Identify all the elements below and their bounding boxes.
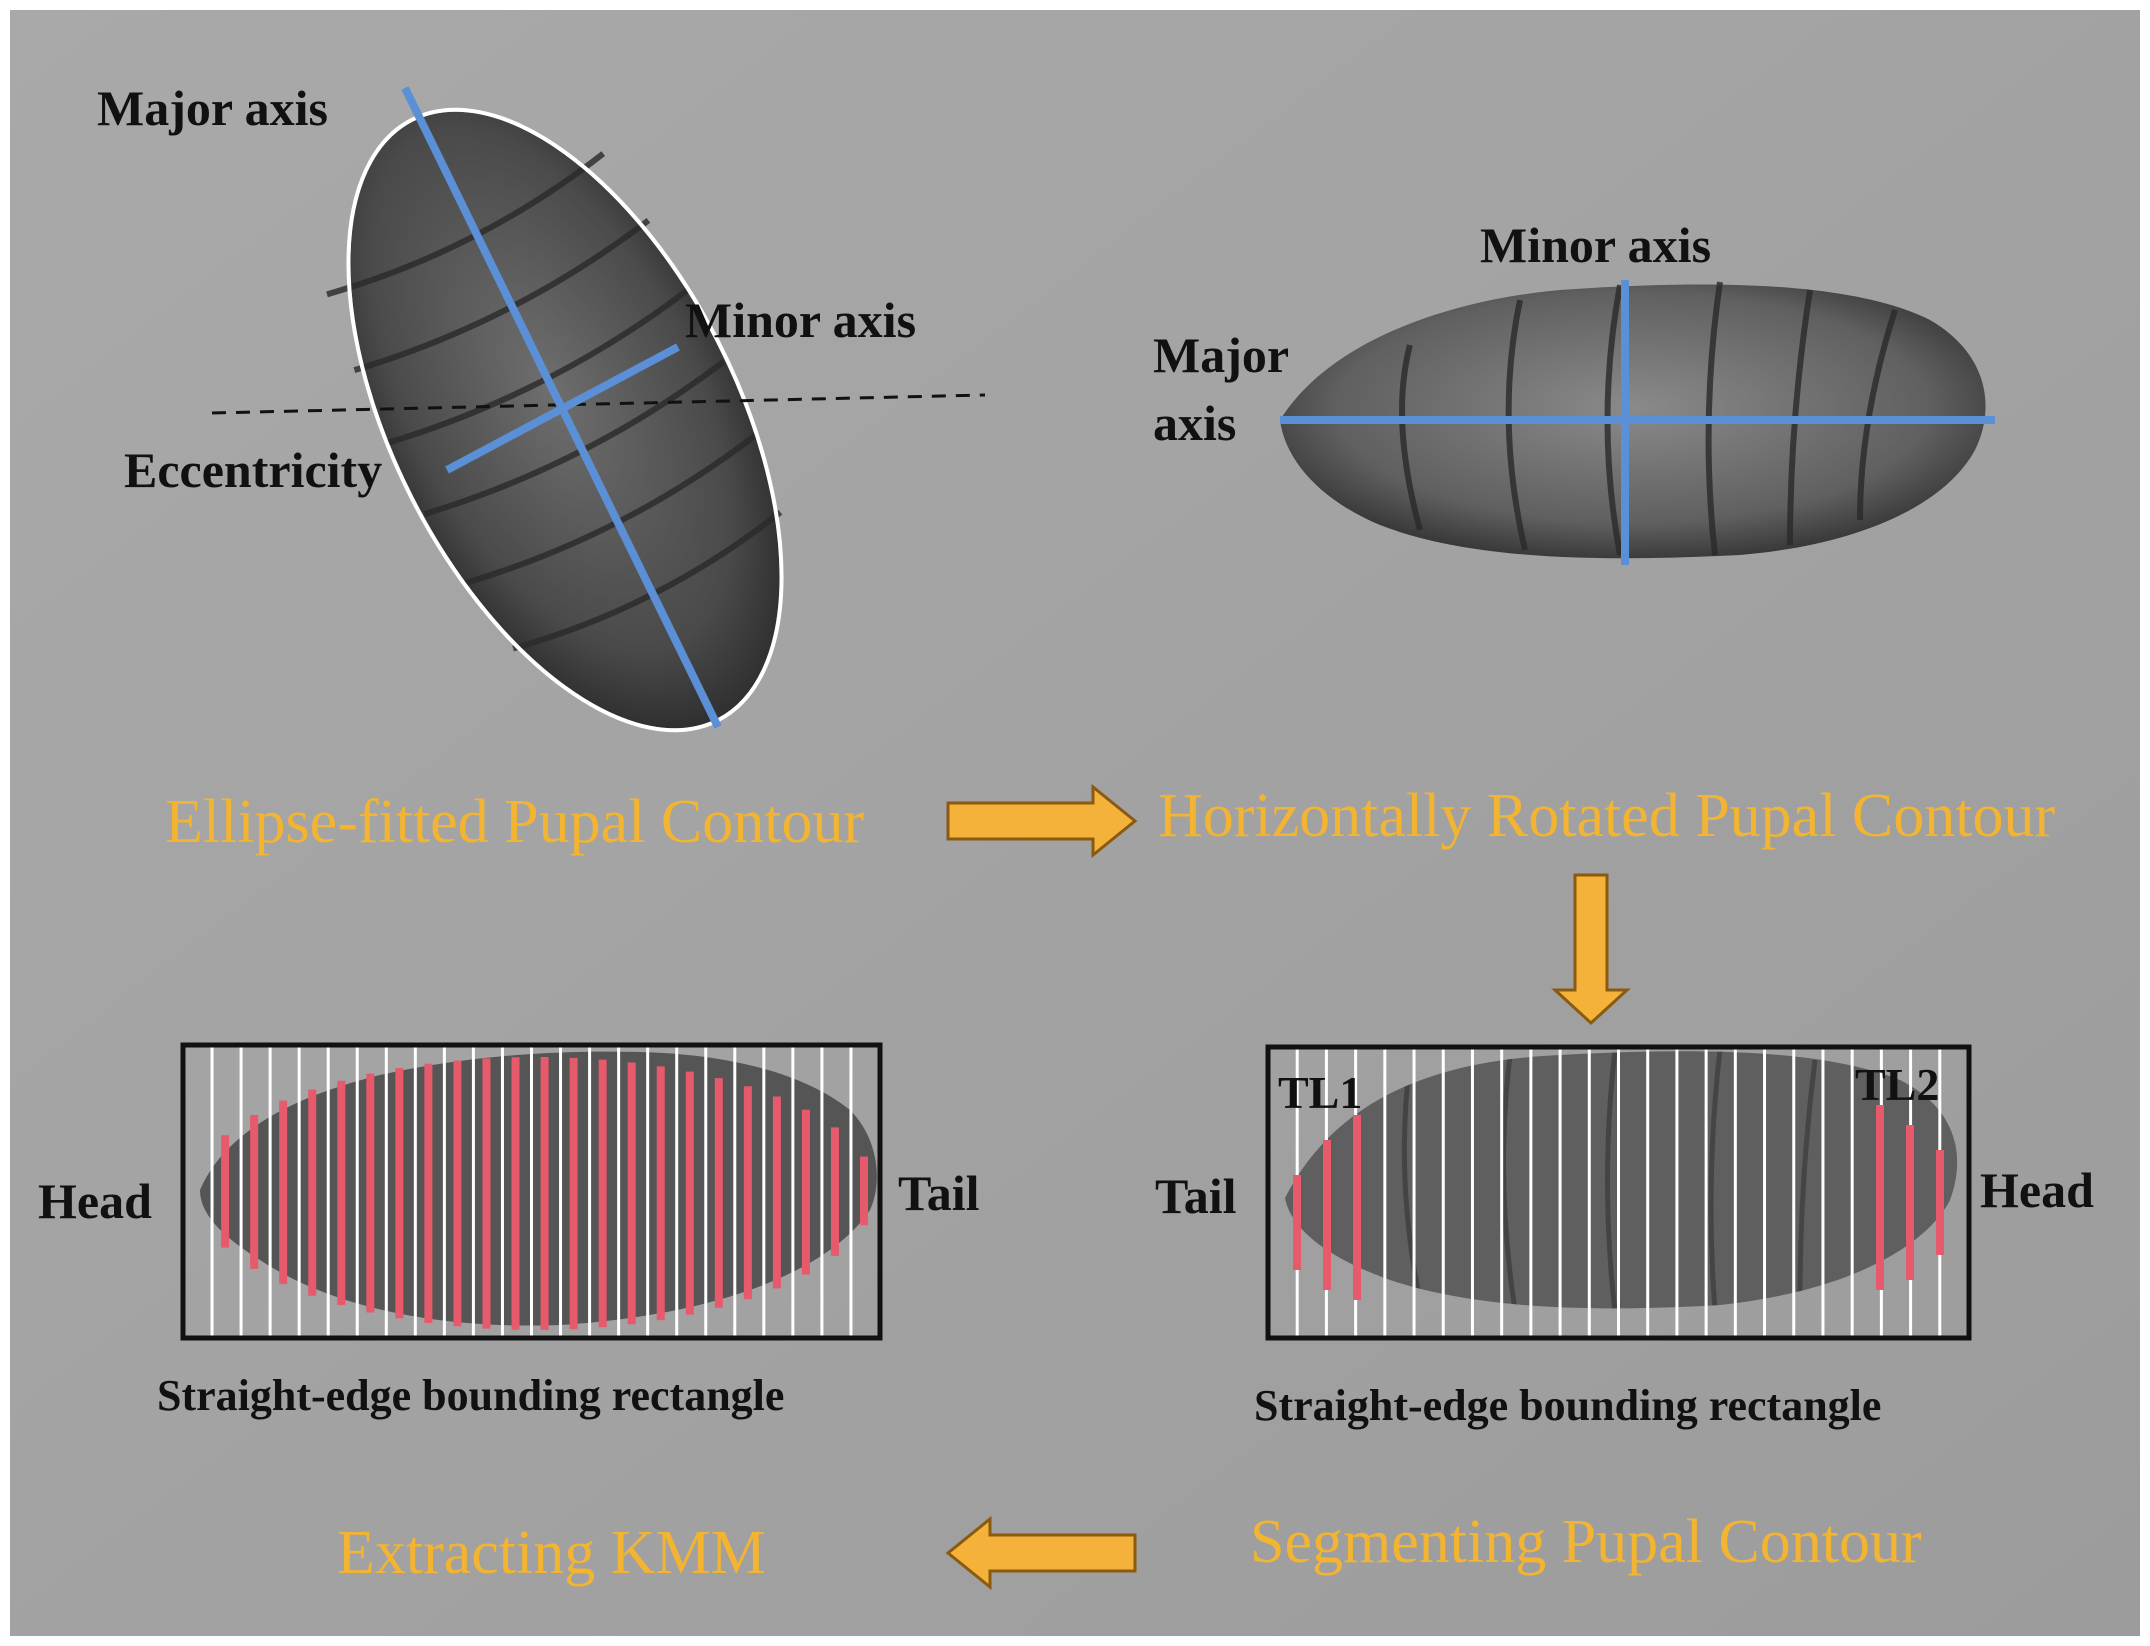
stage-label-ellipse-fitted: Ellipse-fitted Pupal Contour — [165, 788, 864, 856]
panel-segmenting: TL1 TL2 Tail Head Straight-edge bounding… — [1155, 1044, 2094, 1430]
bounding-rectangle — [1265, 1044, 1972, 1341]
panel-horizontally-rotated: Minor axis Major axis — [1153, 217, 1995, 565]
label-head: Head — [1980, 1162, 2094, 1218]
segment-lines — [210, 1045, 869, 1338]
eccentricity-line — [211, 393, 986, 415]
stage-label-horizontally-rotated: Horizontally Rotated Pupal Contour — [1158, 782, 2056, 850]
label-tl1: TL1 — [1278, 1067, 1362, 1118]
pupa-body — [1285, 1051, 1958, 1309]
arrow-right — [946, 783, 1138, 859]
label-major-axis-line2: axis — [1153, 395, 1236, 451]
stage-label-extracting-kmm: Extracting KMM — [337, 1519, 766, 1587]
label-tail: Tail — [1155, 1168, 1237, 1224]
label-tail: Tail — [898, 1165, 980, 1221]
arrow-left — [945, 1515, 1137, 1591]
bounding-rectangle — [180, 1042, 883, 1341]
bounding-rectangle-caption: Straight-edge bounding rectangle — [1254, 1381, 1881, 1430]
label-minor-axis: Minor axis — [685, 292, 916, 348]
bounding-rectangle-caption: Straight-edge bounding rectangle — [157, 1371, 784, 1420]
label-tl2: TL2 — [1855, 1059, 1939, 1110]
label-eccentricity: Eccentricity — [124, 442, 382, 498]
segment-lines — [1293, 1047, 1944, 1338]
arrow-down — [1551, 873, 1631, 1026]
label-major-axis-line1: Major — [1153, 327, 1289, 383]
label-minor-axis: Minor axis — [1480, 217, 1711, 273]
label-head: Head — [38, 1173, 152, 1229]
panel-ellipse-fitted: Major axis Minor axis Eccentricity — [97, 80, 986, 733]
stage-label-segmenting: Segmenting Pupal Contour — [1250, 1508, 1922, 1576]
minor-axis-line — [445, 343, 680, 474]
panel-extracting-kmm: Head Tail Straight-edge bounding rectang… — [38, 1042, 980, 1420]
label-major-axis: Major axis — [97, 80, 328, 136]
